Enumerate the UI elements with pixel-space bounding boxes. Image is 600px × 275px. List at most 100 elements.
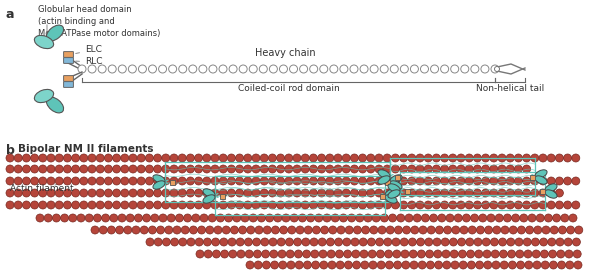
Circle shape [219, 65, 227, 73]
Circle shape [416, 189, 424, 197]
Circle shape [347, 214, 356, 222]
Circle shape [427, 261, 434, 269]
Circle shape [104, 165, 112, 173]
Circle shape [482, 189, 490, 197]
Circle shape [230, 226, 238, 234]
Circle shape [508, 261, 517, 269]
Circle shape [178, 165, 186, 173]
Circle shape [473, 189, 481, 197]
Circle shape [424, 201, 432, 209]
Circle shape [128, 65, 136, 73]
Circle shape [260, 177, 268, 185]
Circle shape [170, 177, 178, 185]
Circle shape [118, 65, 126, 73]
Circle shape [367, 201, 375, 209]
Circle shape [80, 165, 88, 173]
Text: Globular head domain
(actin binding and
Mg²⁺-ATPase motor domains): Globular head domain (actin binding and … [38, 5, 160, 38]
Circle shape [169, 65, 176, 73]
Circle shape [556, 201, 563, 209]
Circle shape [506, 189, 514, 197]
Circle shape [326, 238, 334, 246]
Circle shape [222, 226, 230, 234]
Circle shape [220, 238, 228, 246]
Circle shape [244, 201, 252, 209]
Text: Actin filament: Actin filament [10, 184, 74, 193]
Circle shape [277, 154, 284, 162]
Circle shape [350, 177, 358, 185]
Circle shape [359, 154, 367, 162]
Circle shape [391, 177, 400, 185]
Circle shape [317, 189, 326, 197]
Circle shape [572, 201, 580, 209]
Circle shape [159, 214, 167, 222]
Circle shape [440, 189, 449, 197]
Circle shape [516, 250, 524, 258]
Circle shape [293, 177, 301, 185]
Circle shape [474, 238, 482, 246]
Circle shape [563, 177, 572, 185]
Circle shape [359, 165, 367, 173]
Circle shape [121, 154, 129, 162]
Circle shape [148, 226, 157, 234]
Circle shape [411, 226, 419, 234]
Circle shape [113, 201, 121, 209]
Circle shape [383, 165, 391, 173]
Circle shape [55, 189, 63, 197]
Circle shape [436, 226, 443, 234]
Bar [170, 180, 175, 185]
Circle shape [260, 154, 268, 162]
Circle shape [134, 214, 142, 222]
Circle shape [320, 261, 328, 269]
Circle shape [209, 65, 217, 73]
Circle shape [269, 238, 277, 246]
Bar [540, 188, 545, 194]
Circle shape [340, 65, 348, 73]
Circle shape [473, 154, 481, 162]
Circle shape [573, 250, 581, 258]
Circle shape [285, 201, 293, 209]
Circle shape [296, 226, 304, 234]
Circle shape [288, 226, 296, 234]
Circle shape [129, 201, 137, 209]
FancyBboxPatch shape [64, 82, 73, 87]
Circle shape [498, 201, 506, 209]
Circle shape [326, 189, 334, 197]
Ellipse shape [203, 195, 215, 203]
Circle shape [299, 65, 308, 73]
Circle shape [550, 226, 558, 234]
Circle shape [359, 238, 367, 246]
Circle shape [433, 165, 440, 173]
Circle shape [260, 201, 268, 209]
Circle shape [408, 201, 416, 209]
Circle shape [466, 238, 474, 246]
Circle shape [394, 261, 401, 269]
Circle shape [342, 165, 350, 173]
Circle shape [370, 65, 378, 73]
Circle shape [506, 201, 514, 209]
Circle shape [208, 214, 216, 222]
Circle shape [547, 189, 555, 197]
Circle shape [14, 177, 22, 185]
Circle shape [236, 238, 244, 246]
Circle shape [473, 165, 481, 173]
Ellipse shape [535, 176, 547, 184]
Circle shape [441, 238, 449, 246]
Circle shape [310, 238, 318, 246]
Circle shape [302, 238, 310, 246]
Circle shape [290, 214, 298, 222]
Circle shape [370, 226, 378, 234]
Circle shape [295, 250, 302, 258]
Circle shape [385, 250, 392, 258]
Circle shape [113, 154, 121, 162]
Circle shape [553, 214, 560, 222]
Circle shape [528, 214, 536, 222]
Circle shape [154, 154, 161, 162]
Circle shape [494, 67, 499, 72]
Circle shape [236, 154, 244, 162]
Circle shape [104, 177, 112, 185]
Circle shape [71, 154, 80, 162]
Circle shape [391, 154, 400, 162]
Circle shape [498, 154, 506, 162]
Circle shape [178, 177, 186, 185]
Circle shape [416, 177, 424, 185]
